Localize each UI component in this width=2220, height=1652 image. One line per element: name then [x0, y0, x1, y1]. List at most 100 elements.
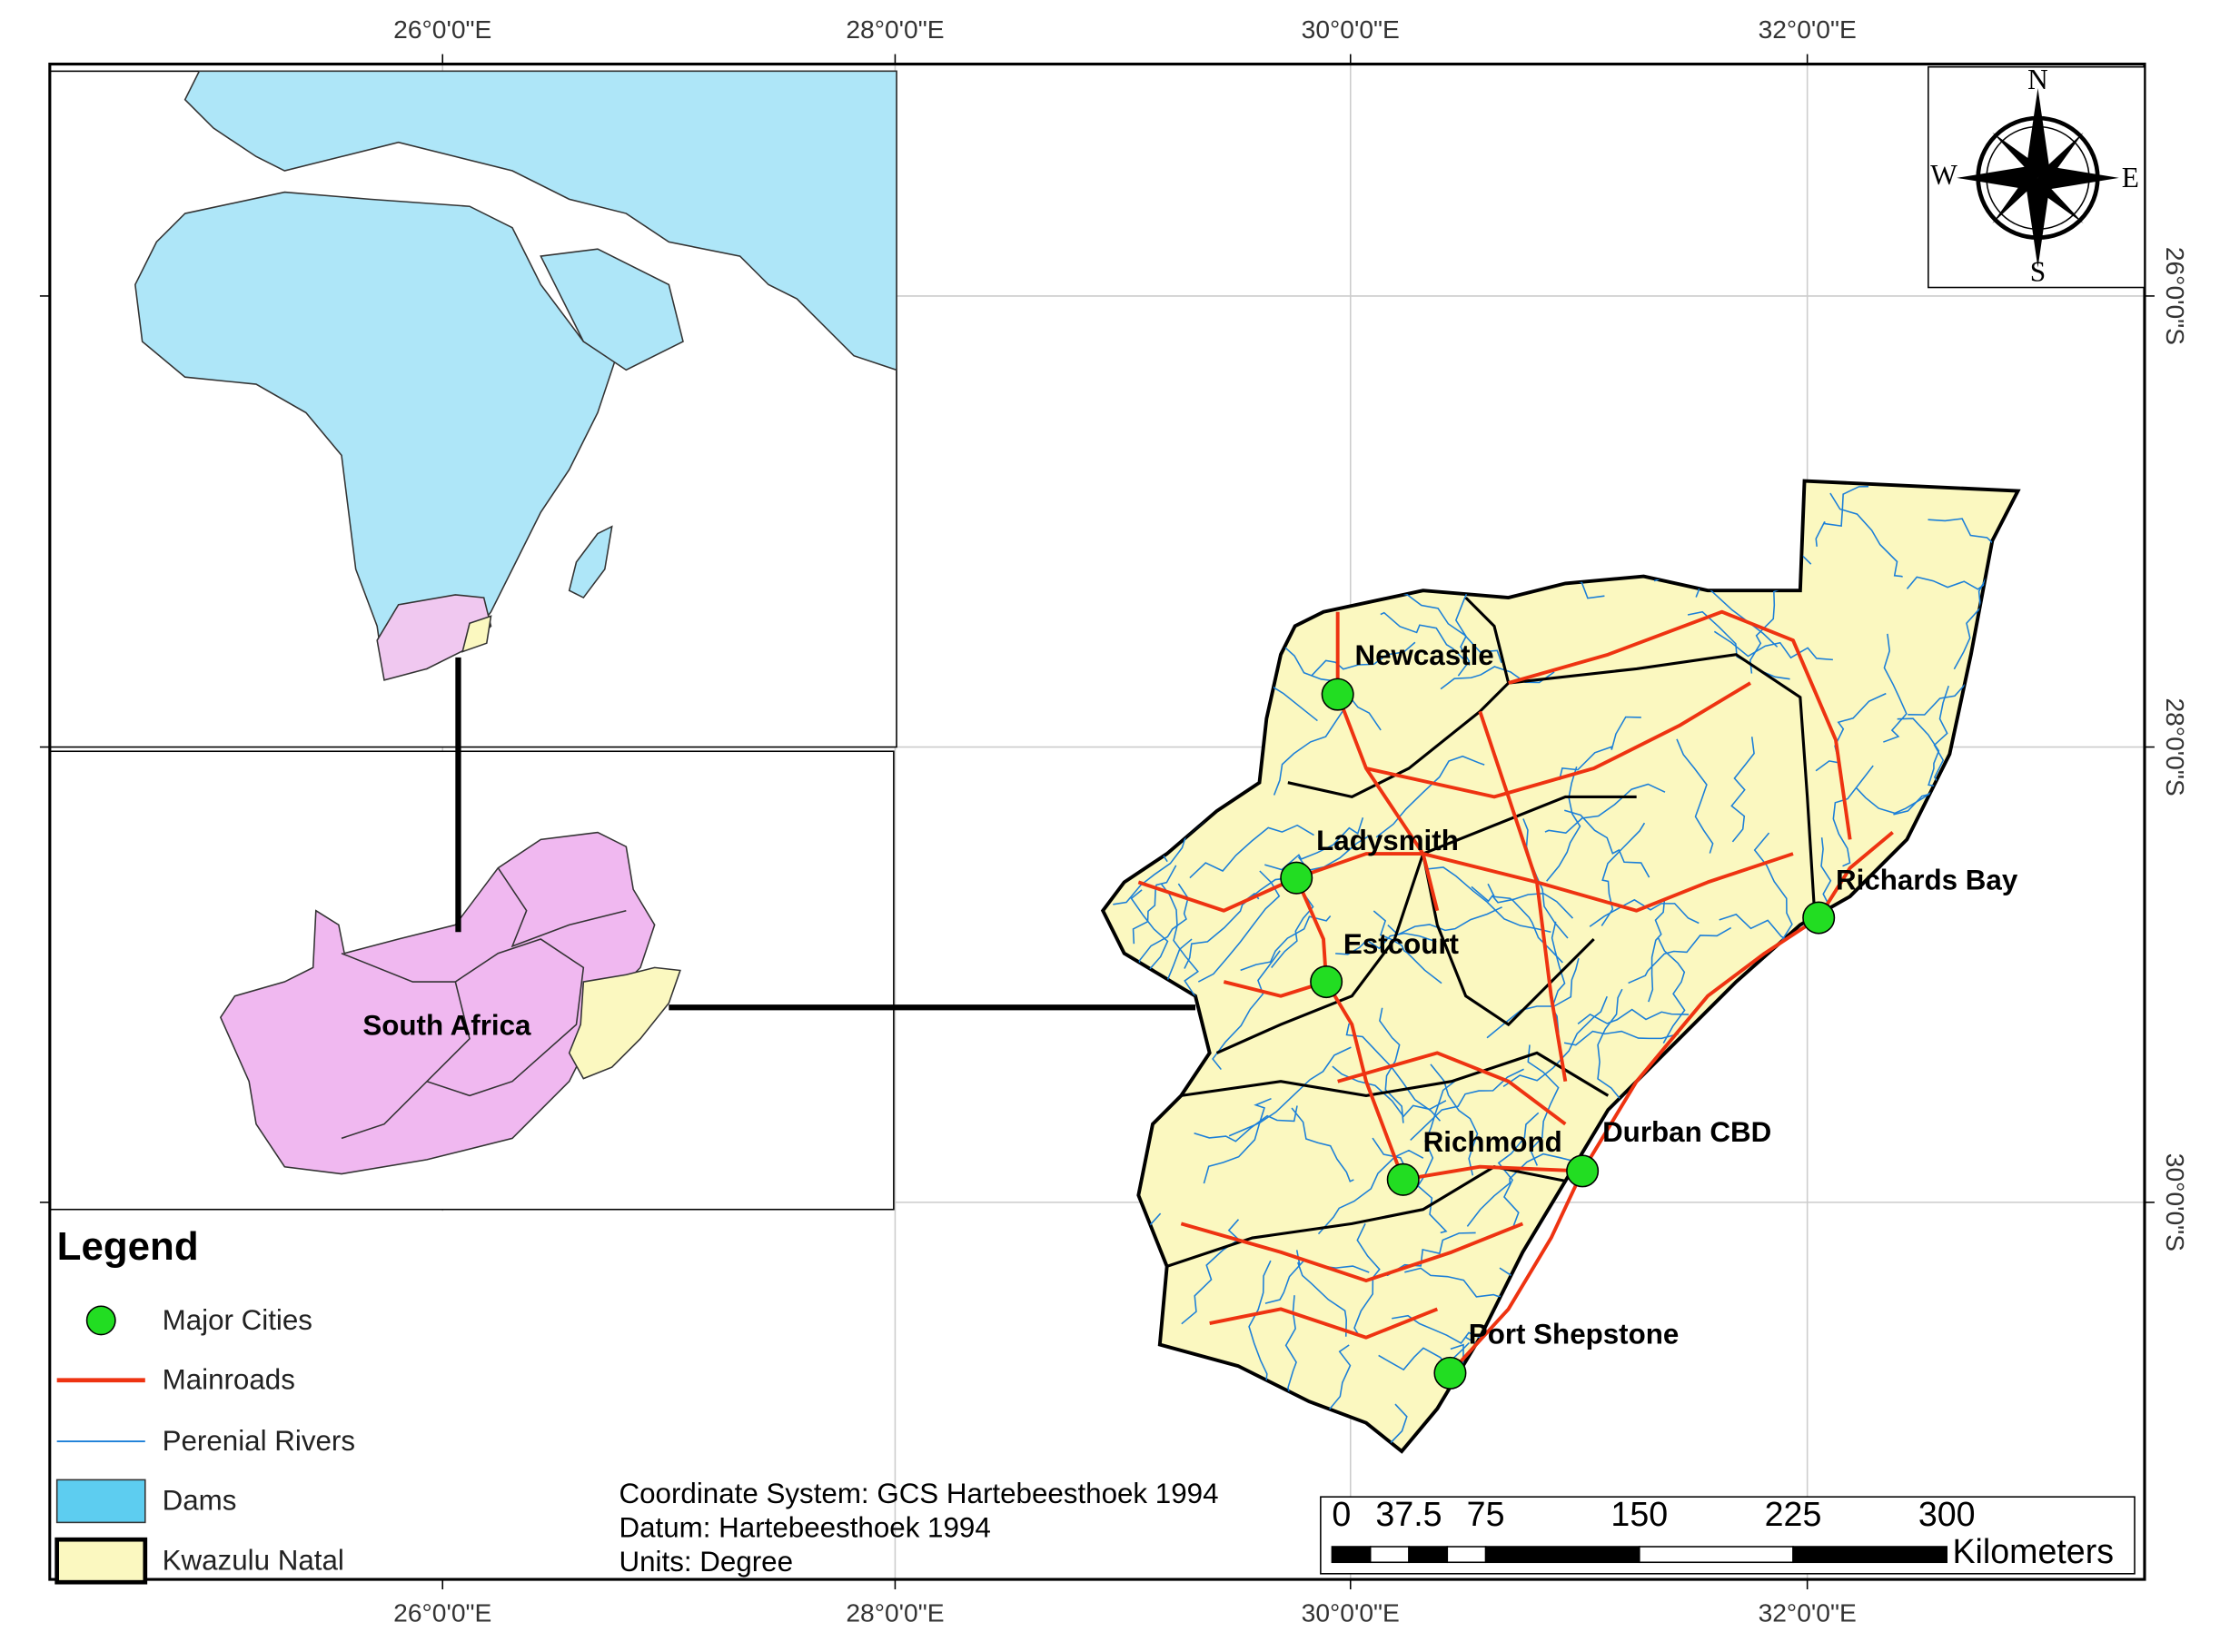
river — [1240, 915, 1332, 972]
graticule-label: 28°0'0"E — [846, 15, 944, 44]
river — [1373, 910, 1442, 984]
river — [1378, 1403, 1408, 1452]
graticule-label: 26°0'0"E — [393, 15, 491, 44]
city-label: Ladysmith — [1316, 825, 1459, 856]
scale-segment — [1484, 1546, 1640, 1564]
compass-point — [1957, 166, 2038, 190]
river — [1332, 1065, 1447, 1118]
inset-kzn — [461, 615, 492, 653]
river — [1471, 885, 1574, 919]
compass-e: E — [2122, 162, 2139, 193]
scale-label: 37.5 — [1375, 1495, 1442, 1533]
info-line: Units: Degree — [619, 1546, 794, 1578]
city-label: Port Shepstone — [1469, 1318, 1680, 1350]
river — [1577, 1008, 1690, 1025]
scale-segment — [1639, 1546, 1794, 1564]
madagascar — [568, 525, 613, 599]
river — [1228, 1046, 1352, 1137]
river — [1291, 1107, 1354, 1182]
main-road — [1508, 609, 1852, 840]
district-border — [1422, 853, 1595, 1027]
river — [1676, 738, 1714, 854]
city-label: Richards Bay — [1836, 865, 2018, 896]
city-label: Estcourt — [1343, 928, 1460, 960]
river — [1335, 932, 1437, 955]
river — [1181, 1219, 1240, 1325]
river — [1544, 783, 1666, 835]
compass-w: W — [1930, 159, 1957, 191]
city-label: Newcastle — [1354, 639, 1493, 671]
eurasia — [183, 70, 897, 371]
legend-label: Mainroads — [163, 1364, 295, 1396]
city-marker — [1566, 1154, 1600, 1188]
river — [1248, 1260, 1272, 1391]
legend-label: Major Cities — [163, 1304, 312, 1336]
compass: N S W E — [1928, 64, 2146, 289]
city-marker — [1433, 1356, 1467, 1390]
scale-segment — [1369, 1546, 1410, 1564]
city-marker — [1802, 901, 1836, 935]
legend-label: Kwazulu Natal — [163, 1545, 344, 1577]
compass-n: N — [2027, 64, 2048, 95]
graticule-label: 30°0'0"E — [1302, 15, 1400, 44]
main-road — [1295, 852, 1423, 880]
graticule-label: 26°0'0"E — [393, 1598, 491, 1627]
compass-point — [1992, 172, 2038, 224]
river — [1829, 492, 1903, 578]
legend-city-symbol — [85, 1305, 116, 1336]
compass-point — [2032, 177, 2084, 224]
river — [1589, 898, 1700, 927]
sa-kzn — [568, 966, 681, 1080]
river — [1883, 633, 1908, 743]
province-border — [341, 938, 585, 1140]
river — [1527, 1044, 1560, 1166]
compass-s: S — [2030, 256, 2046, 288]
river — [1753, 832, 1793, 957]
main-road — [1180, 1222, 1524, 1283]
scale-label: 150 — [1610, 1495, 1668, 1533]
river — [1558, 716, 1641, 781]
river — [1597, 988, 1626, 1106]
river — [1311, 641, 1416, 677]
river — [1730, 737, 1755, 843]
river — [1657, 937, 1686, 1044]
province-border — [426, 981, 471, 1083]
city-marker — [1310, 965, 1343, 999]
scale-label: 75 — [1467, 1495, 1505, 1533]
scale-segment — [1792, 1546, 1947, 1564]
main-road — [1137, 875, 1583, 1182]
river — [1379, 1007, 1404, 1123]
graticule-label: 32°0'0"E — [1759, 1598, 1857, 1627]
compass-point — [2037, 132, 2084, 184]
city-marker — [1321, 678, 1354, 711]
graticule-label: 30°0'0"S — [2161, 1153, 2190, 1251]
river — [1440, 666, 1555, 690]
graticule-label: 32°0'0"E — [1759, 15, 1857, 44]
river — [1387, 906, 1502, 935]
river — [1391, 591, 1502, 664]
main-road — [1581, 831, 1894, 1172]
info-line: Coordinate System: GCS Hartebeesthoek 19… — [619, 1478, 1219, 1509]
river — [1564, 809, 1650, 878]
district-border — [1181, 1051, 1610, 1097]
river — [1317, 1149, 1424, 1235]
district-border — [1508, 653, 1817, 911]
main-road — [1422, 852, 1794, 913]
legend-title: Legend — [57, 1224, 199, 1269]
legend-label: Dams — [163, 1485, 237, 1517]
compass-point — [1992, 132, 2044, 178]
river — [1502, 995, 1608, 1088]
river — [1713, 630, 1833, 661]
graticule-label: 28°0'0"E — [846, 1598, 944, 1627]
legend-kzn-symbol — [55, 1537, 148, 1585]
river — [1497, 1112, 1540, 1230]
river — [1416, 1078, 1459, 1188]
scale-segment — [1446, 1546, 1487, 1564]
main-road — [1478, 710, 1568, 1083]
info-text: Coordinate System: GCS Hartebeesthoek 19… — [619, 1478, 1219, 1578]
river — [1410, 1068, 1524, 1141]
arabia — [540, 248, 684, 371]
river — [1563, 1030, 1680, 1046]
